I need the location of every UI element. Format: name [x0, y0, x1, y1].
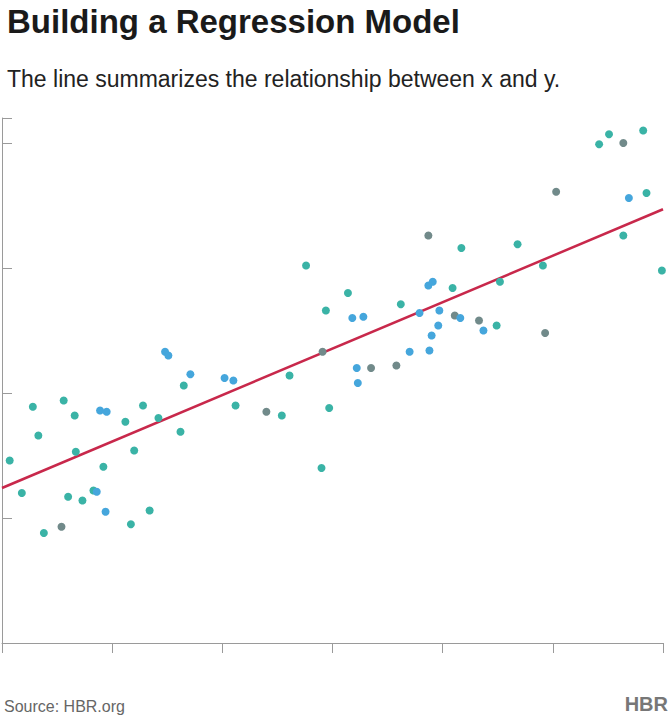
- svg-text:HBR: HBR: [625, 693, 669, 715]
- svg-text:The line summarizes the relati: The line summarizes the relationship bet…: [7, 66, 560, 92]
- svg-text:Building a Regression Model: Building a Regression Model: [7, 3, 460, 40]
- svg-text:Source: HBR.org: Source: HBR.org: [4, 698, 125, 715]
